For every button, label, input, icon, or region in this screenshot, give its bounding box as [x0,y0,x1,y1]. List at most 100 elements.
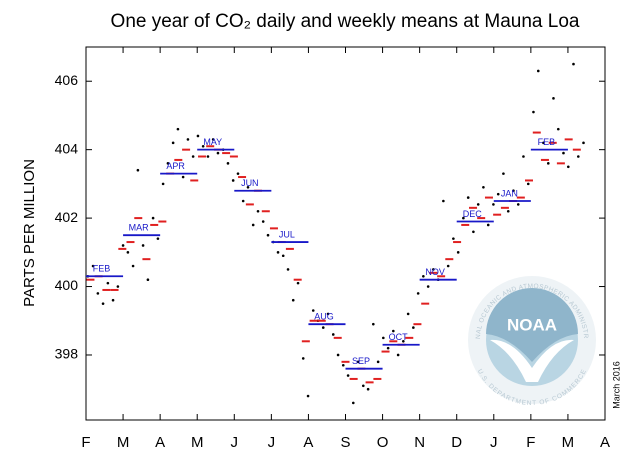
monthly-label: JUL [279,229,295,239]
monthly-label: JUN [241,178,259,188]
daily-point [191,155,195,158]
date-note: March 2016 [611,361,621,409]
monthly-label: APR [166,161,185,171]
daily-point [476,203,480,206]
daily-point [502,172,505,175]
noaa-logo: NOAA NATIONAL OCEANIC AND ATMOSPHERIC AD… [0,0,596,407]
x-tick-label: D [451,434,462,451]
daily-point [141,244,145,247]
x-tick-label: F [81,434,90,451]
daily-point [572,62,575,66]
daily-point [236,172,240,175]
daily-point [156,237,160,240]
daily-point [321,326,325,329]
monthly-label: DEC [463,209,483,219]
daily-point [466,196,470,199]
daily-point [366,387,370,391]
daily-point [211,138,215,141]
monthly-label: FEB [93,264,111,274]
daily-point [426,285,430,288]
daily-point [556,127,560,131]
daily-point [96,292,100,295]
daily-point [446,264,450,268]
daily-point [326,312,330,316]
daily-point [566,165,570,169]
daily-point [301,357,305,360]
daily-point [116,285,120,288]
daily-point [562,151,565,155]
daily-point [361,384,365,388]
daily-point [311,309,315,312]
daily-point [136,168,140,172]
daily-point [372,322,375,326]
daily-point [306,394,310,398]
daily-point [201,144,205,148]
daily-point [416,292,420,295]
daily-point [331,333,335,336]
daily-point [346,374,350,377]
daily-point [577,155,580,158]
daily-point [406,312,410,316]
daily-point [432,268,435,271]
daily-point [456,251,460,254]
logo-name: NOAA [507,315,557,334]
monthly-label: OCT [389,332,409,342]
x-tick-label: J [490,434,498,451]
daily-point [91,264,95,268]
monthly-label: JAN [501,188,518,198]
daily-point [336,353,340,357]
daily-point [181,175,185,179]
daily-point [251,223,255,227]
daily-point [341,363,345,367]
x-tick-label: F [526,434,535,451]
x-tick-label: J [231,434,239,451]
daily-point [542,141,545,145]
logo-bird [490,339,574,382]
daily-point [452,237,455,240]
monthly-label: AUG [314,312,334,322]
daily-point [356,360,360,364]
daily-point [506,209,510,213]
x-tick-label: M [117,434,130,451]
logo-sky [486,288,578,362]
daily-point [382,336,385,340]
daily-point [532,110,535,114]
daily-point [486,223,490,227]
daily-point [171,141,175,145]
x-tick-label: A [600,434,610,451]
y-tick-label: 398 [55,346,79,362]
daily-point [376,360,380,364]
daily-point [261,220,265,223]
x-tick-label: A [155,434,165,451]
daily-point [146,278,150,281]
daily-point [241,199,245,203]
y-tick-label: 400 [55,277,79,293]
monthly-label: MAR [129,223,150,233]
daily-point [281,254,285,258]
x-tick-label: M [562,434,575,451]
daily-point [291,298,295,302]
daily-point [286,268,290,271]
daily-point [482,186,485,189]
x-tick-label: A [303,434,313,451]
daily-point [176,127,180,131]
daily-point [121,244,125,247]
x-tick-label: O [377,434,389,451]
daily-point [226,162,230,165]
x-tick-label: N [414,434,425,451]
monthly-label: NOV [425,267,445,277]
daily-point [196,134,200,138]
daily-point [186,138,190,141]
y-tick-label: 406 [55,72,79,88]
daily-point [422,274,425,278]
daily-point [246,186,250,189]
chart-title: One year of CO₂ daily and weekly means a… [111,11,580,32]
daily-point [151,216,155,220]
daily-point [386,346,390,350]
monthly-label: SEP [352,356,370,366]
daily-point [462,216,465,220]
daily-point [111,298,115,302]
daily-point [516,203,520,206]
daily-point [412,326,415,329]
